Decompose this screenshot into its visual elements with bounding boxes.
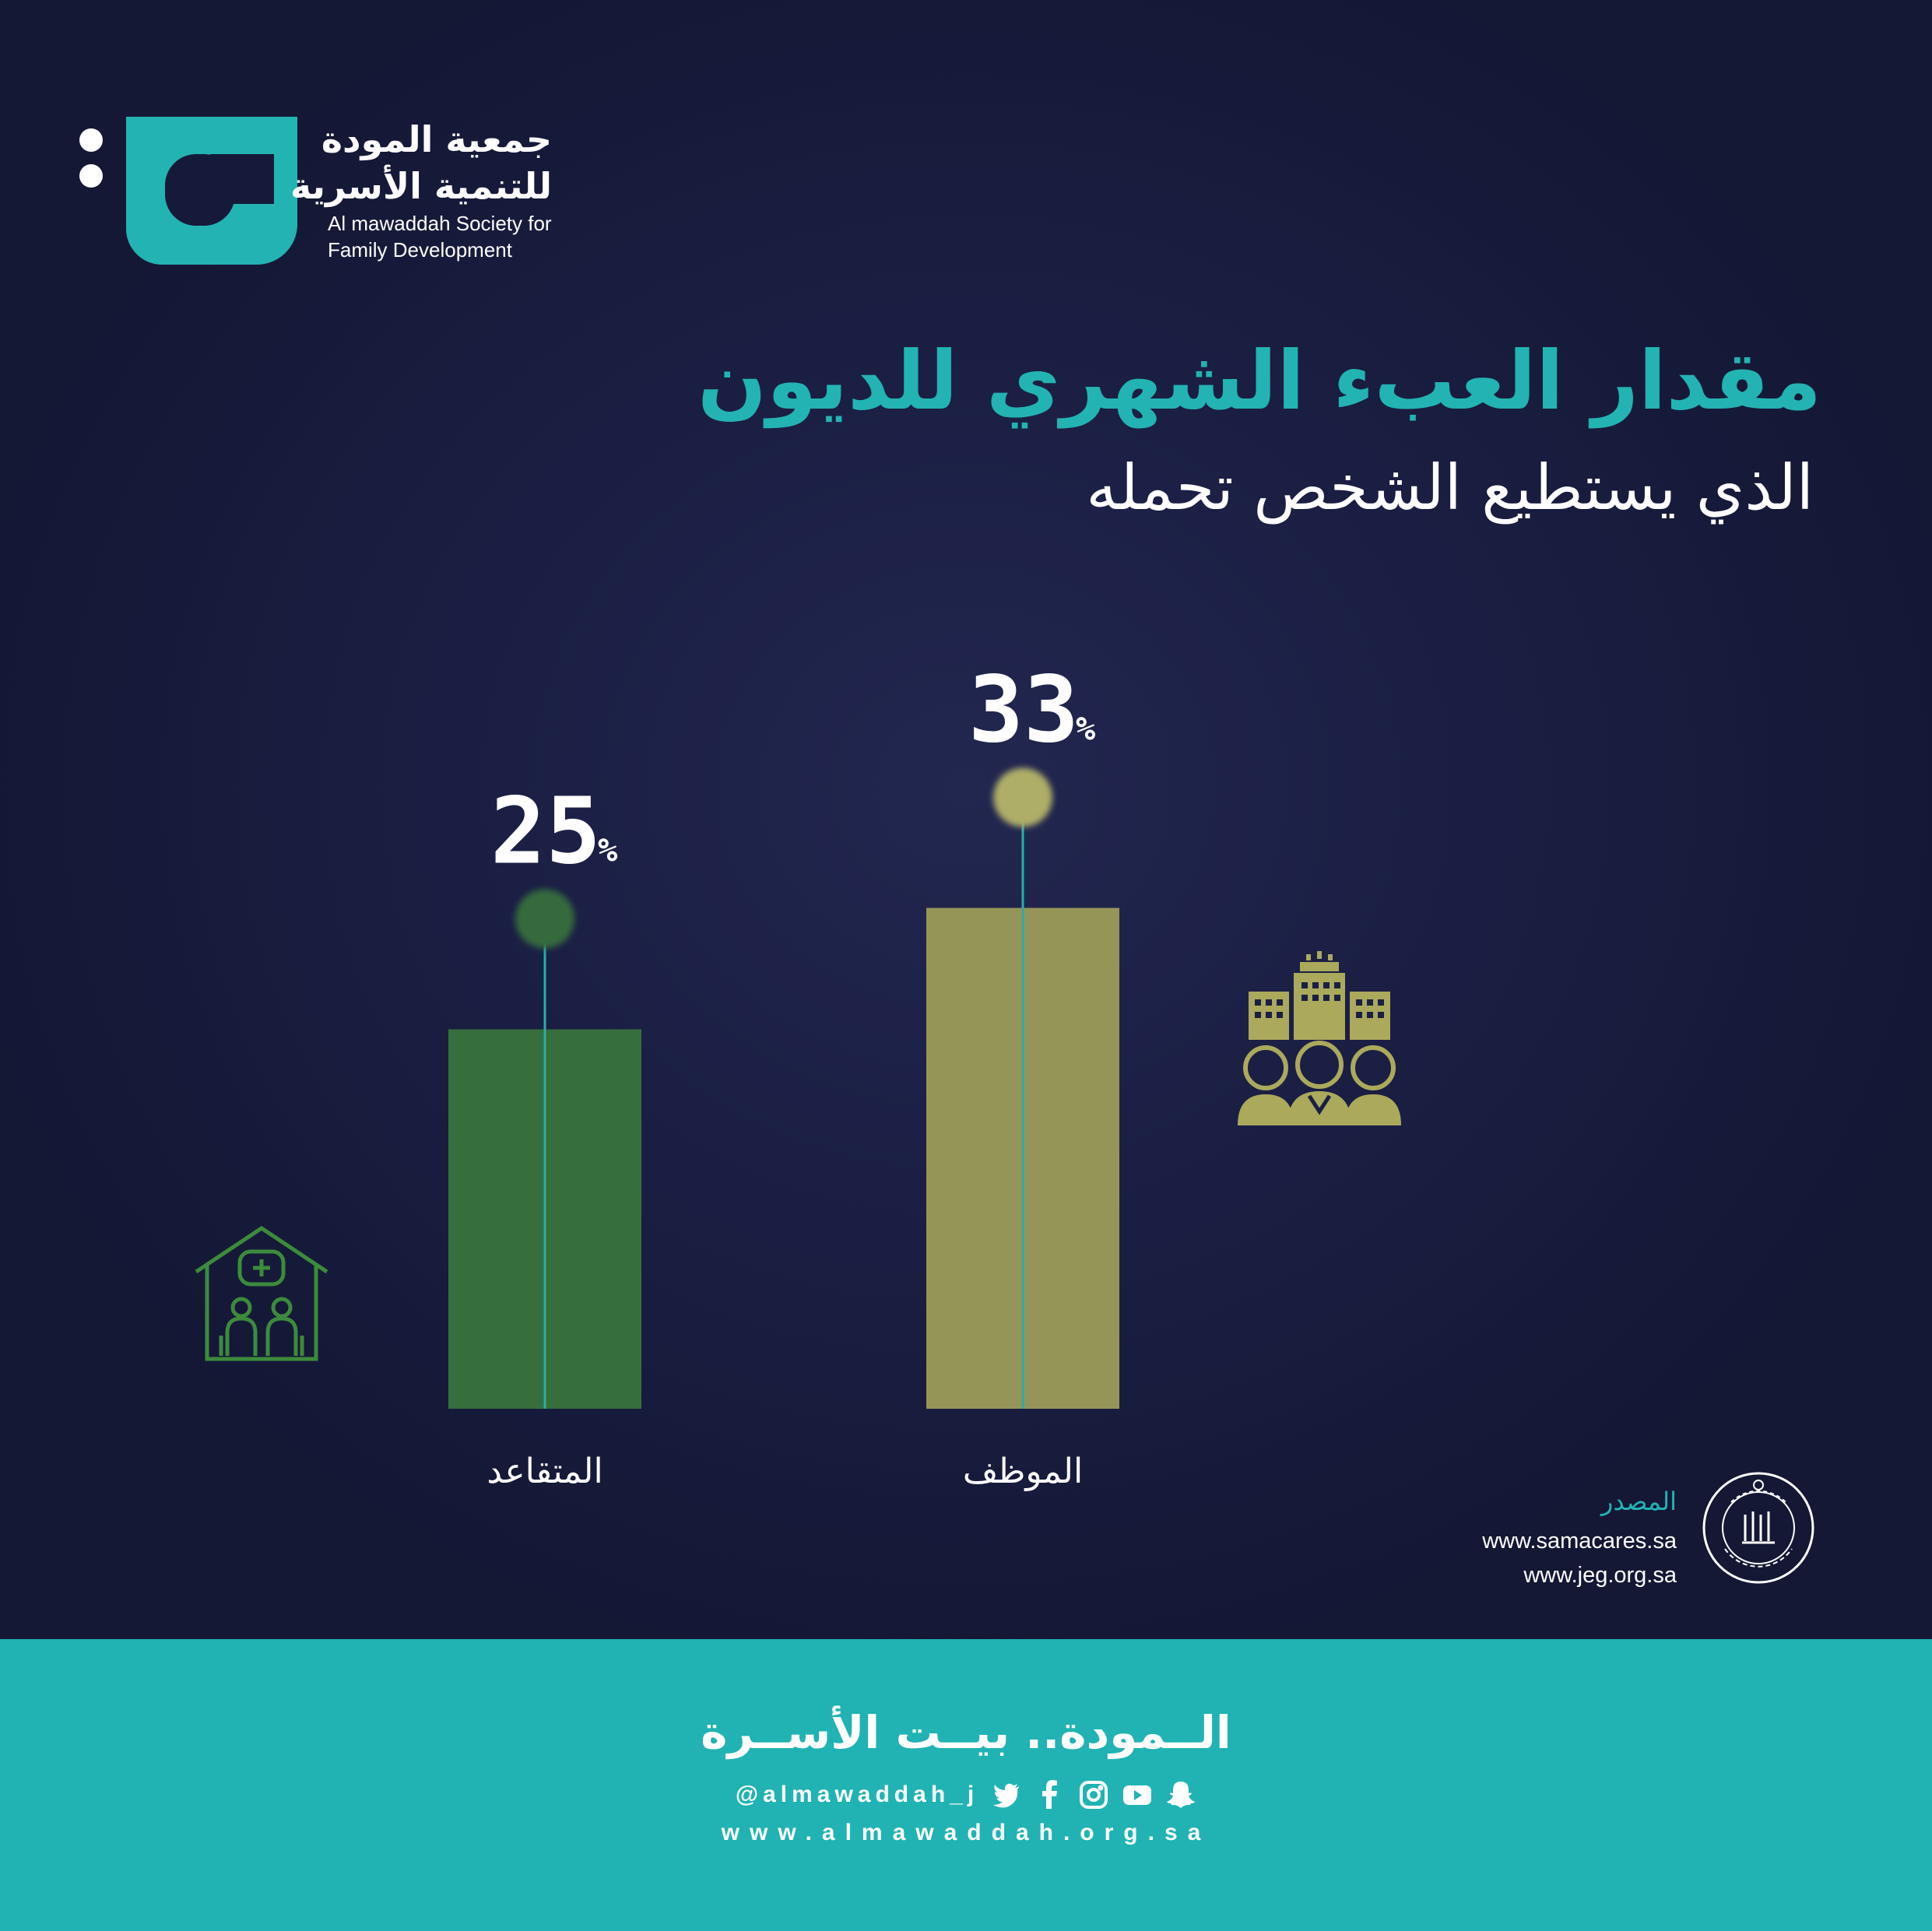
- source-url[interactable]: www.jeg.org.sa: [1523, 1563, 1677, 1588]
- category-label: المتقاعد: [487, 1452, 602, 1491]
- source-label: المصدر: [1600, 1487, 1677, 1516]
- data-label: 25: [490, 778, 601, 885]
- source-url[interactable]: www.samacares.sa: [1482, 1529, 1677, 1554]
- data-label: 33: [968, 656, 1079, 764]
- brand-name-english-1: Al mawaddah Society for: [328, 212, 552, 235]
- footer-website[interactable]: www.almawaddah.org.sa: [721, 1820, 1211, 1845]
- footer-slogan: الــمودة.. بيــت الأســرة: [701, 1706, 1231, 1759]
- footer: الــمودة.. بيــت الأســرة @almawaddah_j …: [0, 1639, 1932, 1931]
- instagram-icon[interactable]: [1078, 1779, 1109, 1810]
- social-handle[interactable]: @almawaddah_j: [735, 1782, 979, 1807]
- bar-marker: [993, 767, 1052, 827]
- youtube-icon[interactable]: [1122, 1779, 1153, 1810]
- social-row: @almawaddah_j: [0, 1779, 1932, 1810]
- central-bank-seal-icon: [1702, 1472, 1814, 1584]
- brand-name-arabic-1: جمعية المودة: [321, 118, 552, 160]
- retirement-home-icon: [195, 1225, 328, 1361]
- bar-chart: 25% المتقاعد 33% الموظف: [448, 656, 1119, 1491]
- chart-subtitle: الذي يستطيع الشخص تحمله: [1086, 451, 1814, 524]
- bar-marker: [515, 889, 574, 949]
- data-label-unit: %: [598, 831, 617, 869]
- employees-buildings-icon: [1238, 951, 1401, 1125]
- brand-name-english-2: Family Development: [328, 238, 512, 262]
- chart-title: مقدار العبء الشهري للديون: [697, 333, 1821, 428]
- almawaddah-logo-icon: [79, 117, 297, 265]
- category-label: الموظف: [963, 1452, 1083, 1491]
- brand-name-arabic-2: للتنمية الأسرية: [290, 165, 552, 207]
- data-label-unit: %: [1076, 710, 1095, 748]
- twitter-icon[interactable]: [991, 1779, 1022, 1810]
- snapchat-icon[interactable]: [1165, 1779, 1196, 1810]
- facebook-icon[interactable]: [1034, 1779, 1066, 1810]
